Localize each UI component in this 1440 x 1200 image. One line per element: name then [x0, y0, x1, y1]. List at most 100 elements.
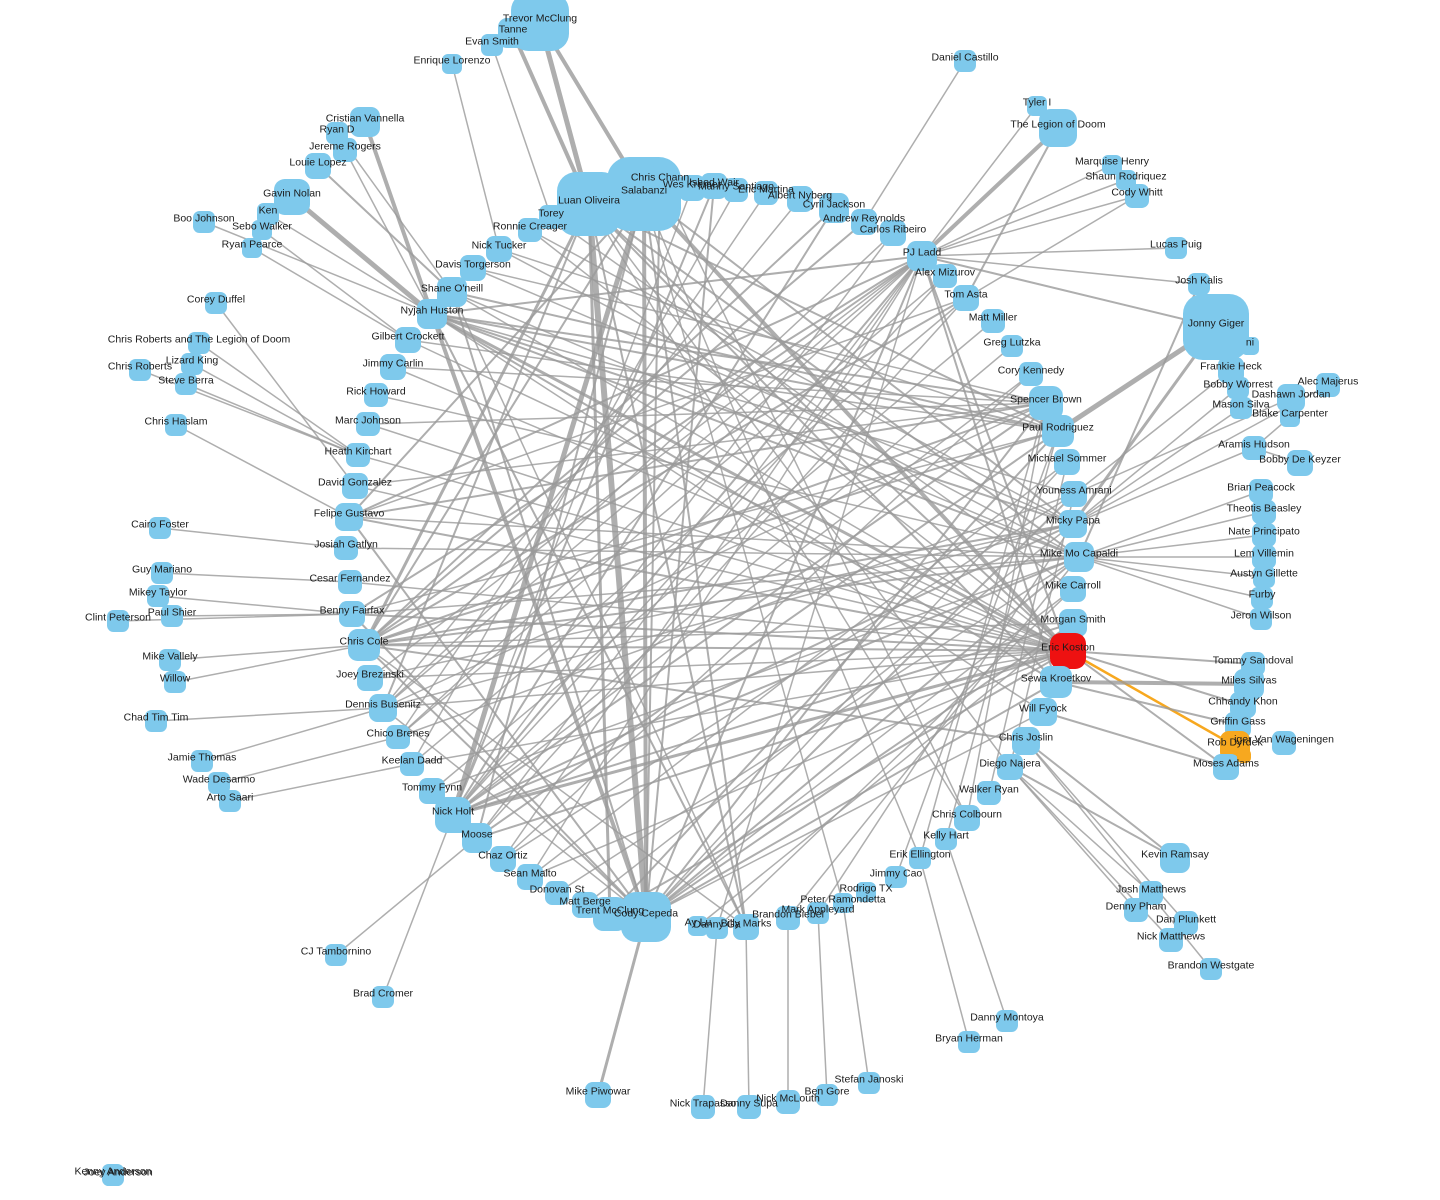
graph-node[interactable]: [1242, 436, 1266, 460]
graph-node[interactable]: [102, 1164, 124, 1186]
graph-node[interactable]: [145, 710, 167, 732]
graph-node[interactable]: [149, 517, 171, 539]
graph-node[interactable]: [679, 175, 705, 201]
graph-node[interactable]: [175, 373, 197, 395]
graph-node[interactable]: [386, 725, 410, 749]
graph-node[interactable]: [856, 882, 876, 902]
graph-node[interactable]: [348, 629, 380, 661]
graph-node[interactable]: [688, 916, 708, 936]
graph-node[interactable]: [1251, 587, 1273, 609]
graph-node[interactable]: [1183, 294, 1249, 360]
graph-node[interactable]: [954, 805, 980, 831]
graph-node[interactable]: [1124, 898, 1148, 922]
graph-node[interactable]: [1125, 184, 1149, 208]
graph-node[interactable]: [907, 241, 937, 271]
graph-node[interactable]: [1249, 479, 1273, 503]
graph-node[interactable]: [346, 443, 370, 467]
graph-node[interactable]: [1019, 362, 1043, 386]
graph-node[interactable]: [305, 153, 331, 179]
graph-node[interactable]: [356, 412, 380, 436]
graph-node[interactable]: [1061, 481, 1087, 507]
graph-node[interactable]: [1188, 273, 1210, 295]
graph-node[interactable]: [242, 238, 262, 258]
graph-node[interactable]: [357, 665, 383, 691]
graph-node[interactable]: [419, 778, 445, 804]
graph-node[interactable]: [933, 264, 957, 288]
graph-node[interactable]: [572, 892, 598, 918]
graph-node[interactable]: [517, 864, 543, 890]
graph-node[interactable]: [490, 846, 516, 872]
graph-node[interactable]: [909, 847, 931, 869]
graph-node[interactable]: [350, 107, 380, 137]
graph-node[interactable]: [977, 781, 1001, 805]
graph-node[interactable]: [880, 220, 906, 246]
graph-node[interactable]: [953, 285, 979, 311]
graph-node[interactable]: [164, 671, 186, 693]
graph-node[interactable]: [997, 754, 1023, 780]
graph-node[interactable]: [208, 772, 230, 794]
graph-node[interactable]: [1029, 386, 1063, 420]
graph-node[interactable]: [701, 173, 727, 199]
graph-node[interactable]: [161, 605, 183, 627]
graph-node[interactable]: [1159, 928, 1183, 952]
graph-node[interactable]: [1230, 397, 1252, 419]
graph-node[interactable]: [1165, 237, 1187, 259]
graph-node[interactable]: [1001, 335, 1023, 357]
graph-node[interactable]: [1287, 450, 1313, 476]
graph-node[interactable]: [338, 570, 362, 594]
graph-node-selected[interactable]: [1050, 633, 1086, 669]
graph-node[interactable]: [380, 354, 406, 380]
graph-node[interactable]: [1039, 109, 1077, 147]
graph-node[interactable]: [325, 944, 347, 966]
graph-node[interactable]: [691, 1095, 715, 1119]
graph-node[interactable]: [593, 897, 627, 931]
graph-node[interactable]: [372, 986, 394, 1008]
graph-node[interactable]: [776, 1090, 800, 1114]
graph-node[interactable]: [858, 1072, 880, 1094]
graph-node[interactable]: [481, 34, 503, 56]
graph-node[interactable]: [1059, 609, 1087, 637]
graph-node[interactable]: [819, 193, 849, 223]
graph-node[interactable]: [1316, 373, 1340, 397]
graph-node[interactable]: [147, 585, 169, 607]
graph-node[interactable]: [1250, 608, 1272, 630]
graph-node[interactable]: [787, 186, 813, 212]
graph-node[interactable]: [1252, 545, 1276, 569]
graph-node[interactable]: [833, 893, 853, 913]
graph-node[interactable]: [165, 414, 187, 436]
graph-node[interactable]: [442, 54, 462, 74]
graph-node[interactable]: [816, 1084, 838, 1106]
graph-node[interactable]: [369, 694, 397, 722]
graph-node[interactable]: [1160, 843, 1190, 873]
graph-node[interactable]: [151, 562, 173, 584]
graph-node[interactable]: [188, 332, 210, 354]
graph-node[interactable]: [1253, 566, 1275, 588]
graph-node[interactable]: [1200, 958, 1222, 980]
graph-node[interactable]: [1059, 510, 1087, 538]
graph-node[interactable]: [334, 536, 358, 560]
graph-node[interactable]: [1042, 415, 1074, 447]
graph-node[interactable]: [1064, 542, 1094, 572]
graph-node[interactable]: [996, 1010, 1018, 1032]
graph-node[interactable]: [1241, 337, 1259, 355]
graph-node[interactable]: [1040, 666, 1072, 698]
graph-node[interactable]: [1213, 754, 1239, 780]
graph-node[interactable]: [460, 255, 486, 281]
graph-node[interactable]: [274, 179, 310, 215]
graph-node[interactable]: [885, 866, 907, 888]
graph-node[interactable]: [1252, 500, 1276, 524]
graph-node[interactable]: [981, 309, 1005, 333]
graph-node[interactable]: [935, 828, 957, 850]
graph-node[interactable]: [400, 752, 424, 776]
graph-node[interactable]: [621, 892, 671, 942]
graph-node[interactable]: [1054, 449, 1080, 475]
graph-node[interactable]: [339, 601, 365, 627]
graph-node[interactable]: [585, 1082, 611, 1108]
graph-node[interactable]: [1060, 576, 1086, 602]
graph-node[interactable]: [193, 211, 215, 233]
graph-node[interactable]: [437, 277, 467, 307]
graph-node[interactable]: [545, 881, 569, 905]
graph-node[interactable]: [807, 902, 829, 924]
graph-node[interactable]: [539, 205, 563, 229]
graph-node[interactable]: [252, 220, 272, 240]
